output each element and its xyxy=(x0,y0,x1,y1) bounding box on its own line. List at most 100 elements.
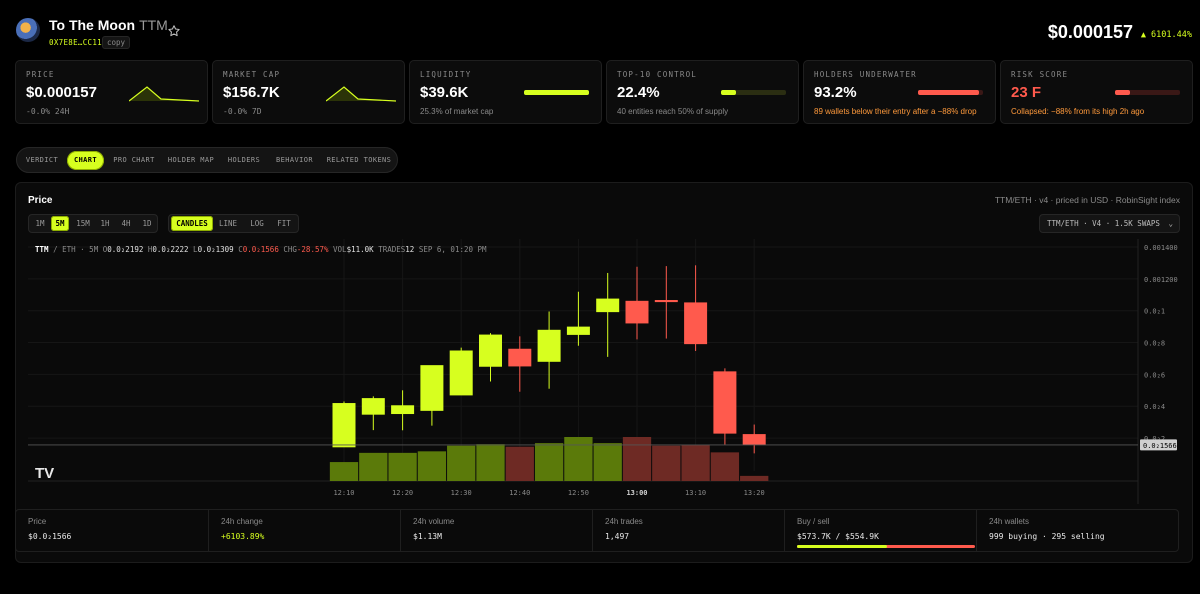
card-sub: -0.0% 24H xyxy=(26,107,70,116)
price-tick-label: 0.0₂4 xyxy=(1144,403,1165,411)
timeframe-4h[interactable]: 4H xyxy=(121,219,131,228)
mode-fit[interactable]: FIT xyxy=(277,219,291,228)
stat-cards: PRICE $0.000157 -0.0% 24H MARKET CAP $15… xyxy=(15,60,1193,124)
card-label: TOP-10 CONTROL xyxy=(617,70,698,79)
tab-holders[interactable]: HOLDERS xyxy=(227,156,261,164)
card-label: PRICE xyxy=(26,70,55,79)
last-price-line: 0.0₂1566 xyxy=(28,439,1177,451)
volume-bar xyxy=(359,452,388,481)
candle-body xyxy=(420,365,444,411)
ohlc-quote: / ETH · 5M xyxy=(53,245,99,254)
card-value: $0.000157 xyxy=(26,84,97,101)
timeframe-1m[interactable]: 1M xyxy=(35,219,45,228)
price-sparkline xyxy=(129,86,199,102)
liquidity-card: LIQUIDITY $39.6K 25.3% of market cap xyxy=(409,60,602,124)
volume-bar xyxy=(593,443,622,481)
last-price-tag-bg xyxy=(1140,439,1177,451)
volume-bar xyxy=(710,452,740,481)
time-axis: 12:10 12:20 12:30 12:40 12:50 13:00 13:10 13:20 xyxy=(333,489,764,497)
stat-value: 999 buying · 295 selling xyxy=(989,532,1105,541)
timeframe-1d[interactable]: 1D xyxy=(142,219,152,228)
timeframe-1h[interactable]: 1H xyxy=(100,219,110,228)
tab-pro-chart[interactable]: PRO CHART xyxy=(113,156,155,164)
token-header: To The Moon TTM 0X7E8E…CC11 copy $0.00015… xyxy=(16,16,1192,52)
card-value: 22.4% xyxy=(617,84,660,101)
stat-label: 24h wallets xyxy=(989,517,1030,526)
ohlc-low: 0.0₂1309 xyxy=(197,245,234,254)
price-axis: 0.001400 0.001200 0.0₂1 0.0₂8 0.0₂6 0.0₂4 0.0₂… xyxy=(1144,244,1178,443)
stat-value: $1.13M xyxy=(413,532,442,541)
price-card: PRICE $0.000157 -0.0% 24H xyxy=(15,60,208,124)
tab-behavior[interactable]: BEHAVIOR xyxy=(276,156,313,164)
pair-select-value: TTM/ETH · V4 · 1.5K SWAPS xyxy=(1047,219,1160,228)
risk-bar-fill xyxy=(1115,90,1130,95)
volume-bar xyxy=(329,462,359,481)
ohlc-change: -28.57% xyxy=(296,245,329,254)
stat-24h-trades: 24h trades 1,497 xyxy=(593,510,785,551)
ohlc-high-label: H xyxy=(147,245,153,254)
tradingview-logo-text: TV xyxy=(35,465,54,482)
price-chart[interactable]: 0.001400 0.001200 0.0₂1 0.0₂8 0.0₂6 0.0₂4 0.0₂… xyxy=(28,239,1180,504)
candle-body xyxy=(361,398,385,415)
price-tick-label: 0.001400 xyxy=(1144,244,1178,252)
tab-related-tokens[interactable]: RELATED TOKENS xyxy=(326,156,392,164)
candle-body xyxy=(566,326,590,335)
card-sub: 25.3% of market cap xyxy=(420,107,494,116)
ohlc-change-label: CHG xyxy=(283,245,297,254)
candle-body xyxy=(713,371,737,434)
pair-select[interactable]: TTM/ETH · V4 · 1.5K SWAPS ⌄ xyxy=(1039,214,1180,233)
volume-bar xyxy=(564,437,593,481)
chart-panel: Price TTM/ETH · v4 · priced in USD · Rob… xyxy=(15,182,1193,563)
card-sub: -0.0% 7D xyxy=(223,107,262,116)
star-icon[interactable] xyxy=(167,24,181,38)
volume-bar xyxy=(388,452,417,481)
mode-line[interactable]: LINE xyxy=(218,219,238,228)
token-name: To The Moon xyxy=(49,17,136,33)
chart-mode-selector: CANDLES LINE LOG FIT xyxy=(168,214,299,233)
candle-body xyxy=(684,302,708,345)
top10-bar-fill xyxy=(721,90,736,95)
ohlc-volume: $11.0K xyxy=(346,245,374,254)
tab-holder-map[interactable]: HOLDER MAP xyxy=(167,156,215,164)
time-tick-label: 12:40 xyxy=(509,489,530,497)
top10-control-card: TOP-10 CONTROL 22.4% 40 entities reach 5… xyxy=(606,60,799,124)
top10-bar xyxy=(721,90,786,95)
candle-body xyxy=(742,434,766,445)
mode-log[interactable]: LOG xyxy=(250,219,264,228)
stat-value: $0.0₂1566 xyxy=(28,532,72,541)
chart-panel-meta: TTM/ETH · v4 · priced in USD · RobinSigh… xyxy=(994,195,1180,205)
stat-value: $573.7K / $554.9K xyxy=(797,532,879,541)
stat-value: 1,497 xyxy=(605,532,630,541)
header-change: ▲ 6101.44% xyxy=(1140,30,1192,40)
timeframe-5m[interactable]: 5M xyxy=(51,216,69,231)
last-price-tag: 0.0₂1566 xyxy=(1143,442,1177,450)
candles xyxy=(332,265,766,454)
time-tick-label: 12:10 xyxy=(333,489,354,497)
volume-bar xyxy=(652,445,681,481)
tab-verdict[interactable]: VERDICT xyxy=(25,156,59,164)
mode-candles[interactable]: CANDLES xyxy=(171,216,213,231)
ohlc-low-label: L xyxy=(193,245,198,254)
ohlc-close-label: C xyxy=(238,245,243,254)
ohlc-open: 0.0₂2192 xyxy=(107,245,144,254)
tab-chart[interactable]: CHART xyxy=(67,151,104,170)
price-tick-label: 0.0₂8 xyxy=(1144,340,1165,348)
time-tick-label: 13:20 xyxy=(744,489,765,497)
token-address: 0X7E8E…CC11 xyxy=(49,38,102,47)
stat-label: 24h trades xyxy=(605,517,643,526)
token-symbol: TTM xyxy=(139,17,168,33)
candle-body xyxy=(596,298,620,313)
stat-label: Buy / sell xyxy=(797,517,830,526)
card-sub: 89 wallets below their entry after a −88… xyxy=(814,107,977,116)
price-tick-label: 0.001200 xyxy=(1144,276,1178,284)
liquidity-bar-fill xyxy=(524,90,589,95)
token-avatar xyxy=(16,18,40,42)
time-tick-label: 12:30 xyxy=(451,489,472,497)
copy-address-button[interactable]: copy xyxy=(102,36,131,49)
timeframe-15m[interactable]: 15M xyxy=(76,219,90,228)
ohlc-high: 0.0₂2222 xyxy=(152,245,189,254)
time-tick-label: 12:20 xyxy=(392,489,413,497)
buy-share-fill xyxy=(797,545,888,548)
price-tick-label: 0.0₂6 xyxy=(1144,371,1165,379)
volume-bars xyxy=(329,437,769,481)
